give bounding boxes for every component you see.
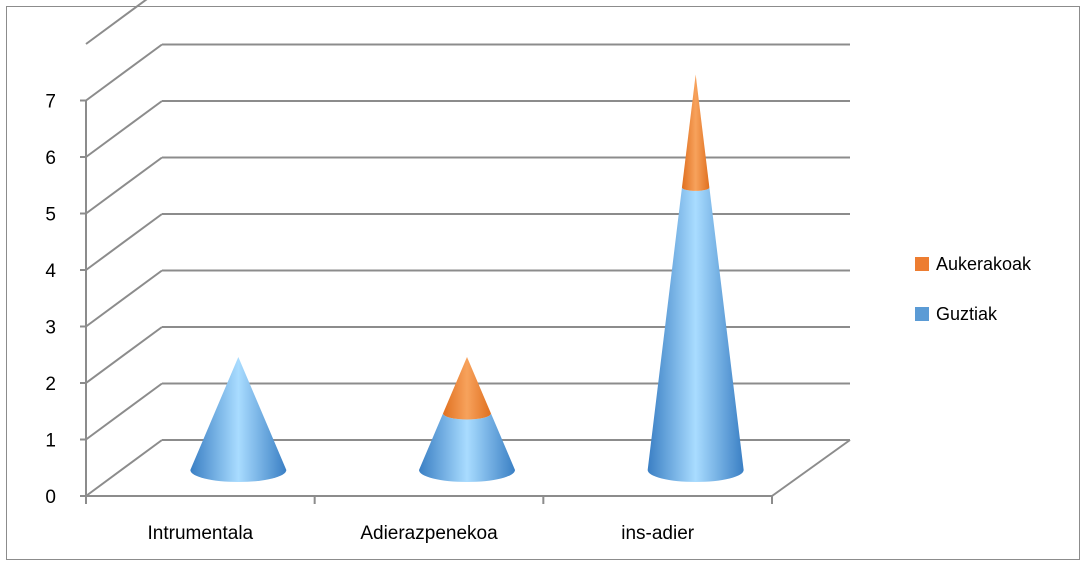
x-tick-label: Intrumentala <box>148 523 254 544</box>
cones-group <box>190 74 744 482</box>
side-gridline <box>85 100 163 158</box>
x-tick-label: Adierazpenekoa <box>360 523 498 544</box>
side-gridline <box>85 382 163 441</box>
y-tick-label: 2 <box>45 374 56 395</box>
y-tick-label: 5 <box>45 205 56 226</box>
cone-segment-guztiak <box>647 187 744 482</box>
cone-segment-aukerakoak <box>443 357 491 420</box>
side-gridline <box>85 269 163 328</box>
y-axis: 0 1 2 3 4 5 6 7 <box>45 92 86 508</box>
y-tick-label: 3 <box>45 318 56 339</box>
side-gridline <box>85 326 163 384</box>
legend-swatch-guztiak <box>915 307 929 321</box>
y-tick-label: 1 <box>45 431 56 452</box>
y-tick-label: 6 <box>45 148 56 169</box>
side-gridline <box>85 213 163 271</box>
y-tick-label: 4 <box>45 261 56 282</box>
cone-segment-guztiak <box>190 357 287 482</box>
side-gridline <box>85 0 148 45</box>
x-axis: Intrumentala Adierazpenekoa ins-adier <box>85 496 773 544</box>
legend: Aukerakoak Guztiak <box>915 254 1032 324</box>
x-tick-label: ins-adier <box>621 523 695 544</box>
cone-segment-aukerakoak <box>681 74 710 191</box>
y-tick-label: 0 <box>45 487 56 508</box>
cone-segment-guztiak <box>419 413 515 482</box>
side-gridline <box>85 43 163 102</box>
y-tick-label: 7 <box>45 92 56 113</box>
legend-swatch-aukerakoak <box>915 257 929 271</box>
legend-label-guztiak: Guztiak <box>936 304 998 324</box>
chart-walls <box>85 0 851 497</box>
side-gridline <box>85 439 163 497</box>
chart-frame <box>6 6 1080 560</box>
legend-label-aukerakoak: Aukerakoak <box>936 254 1032 274</box>
side-gridline <box>85 156 163 215</box>
floor-right-edge <box>771 439 851 497</box>
